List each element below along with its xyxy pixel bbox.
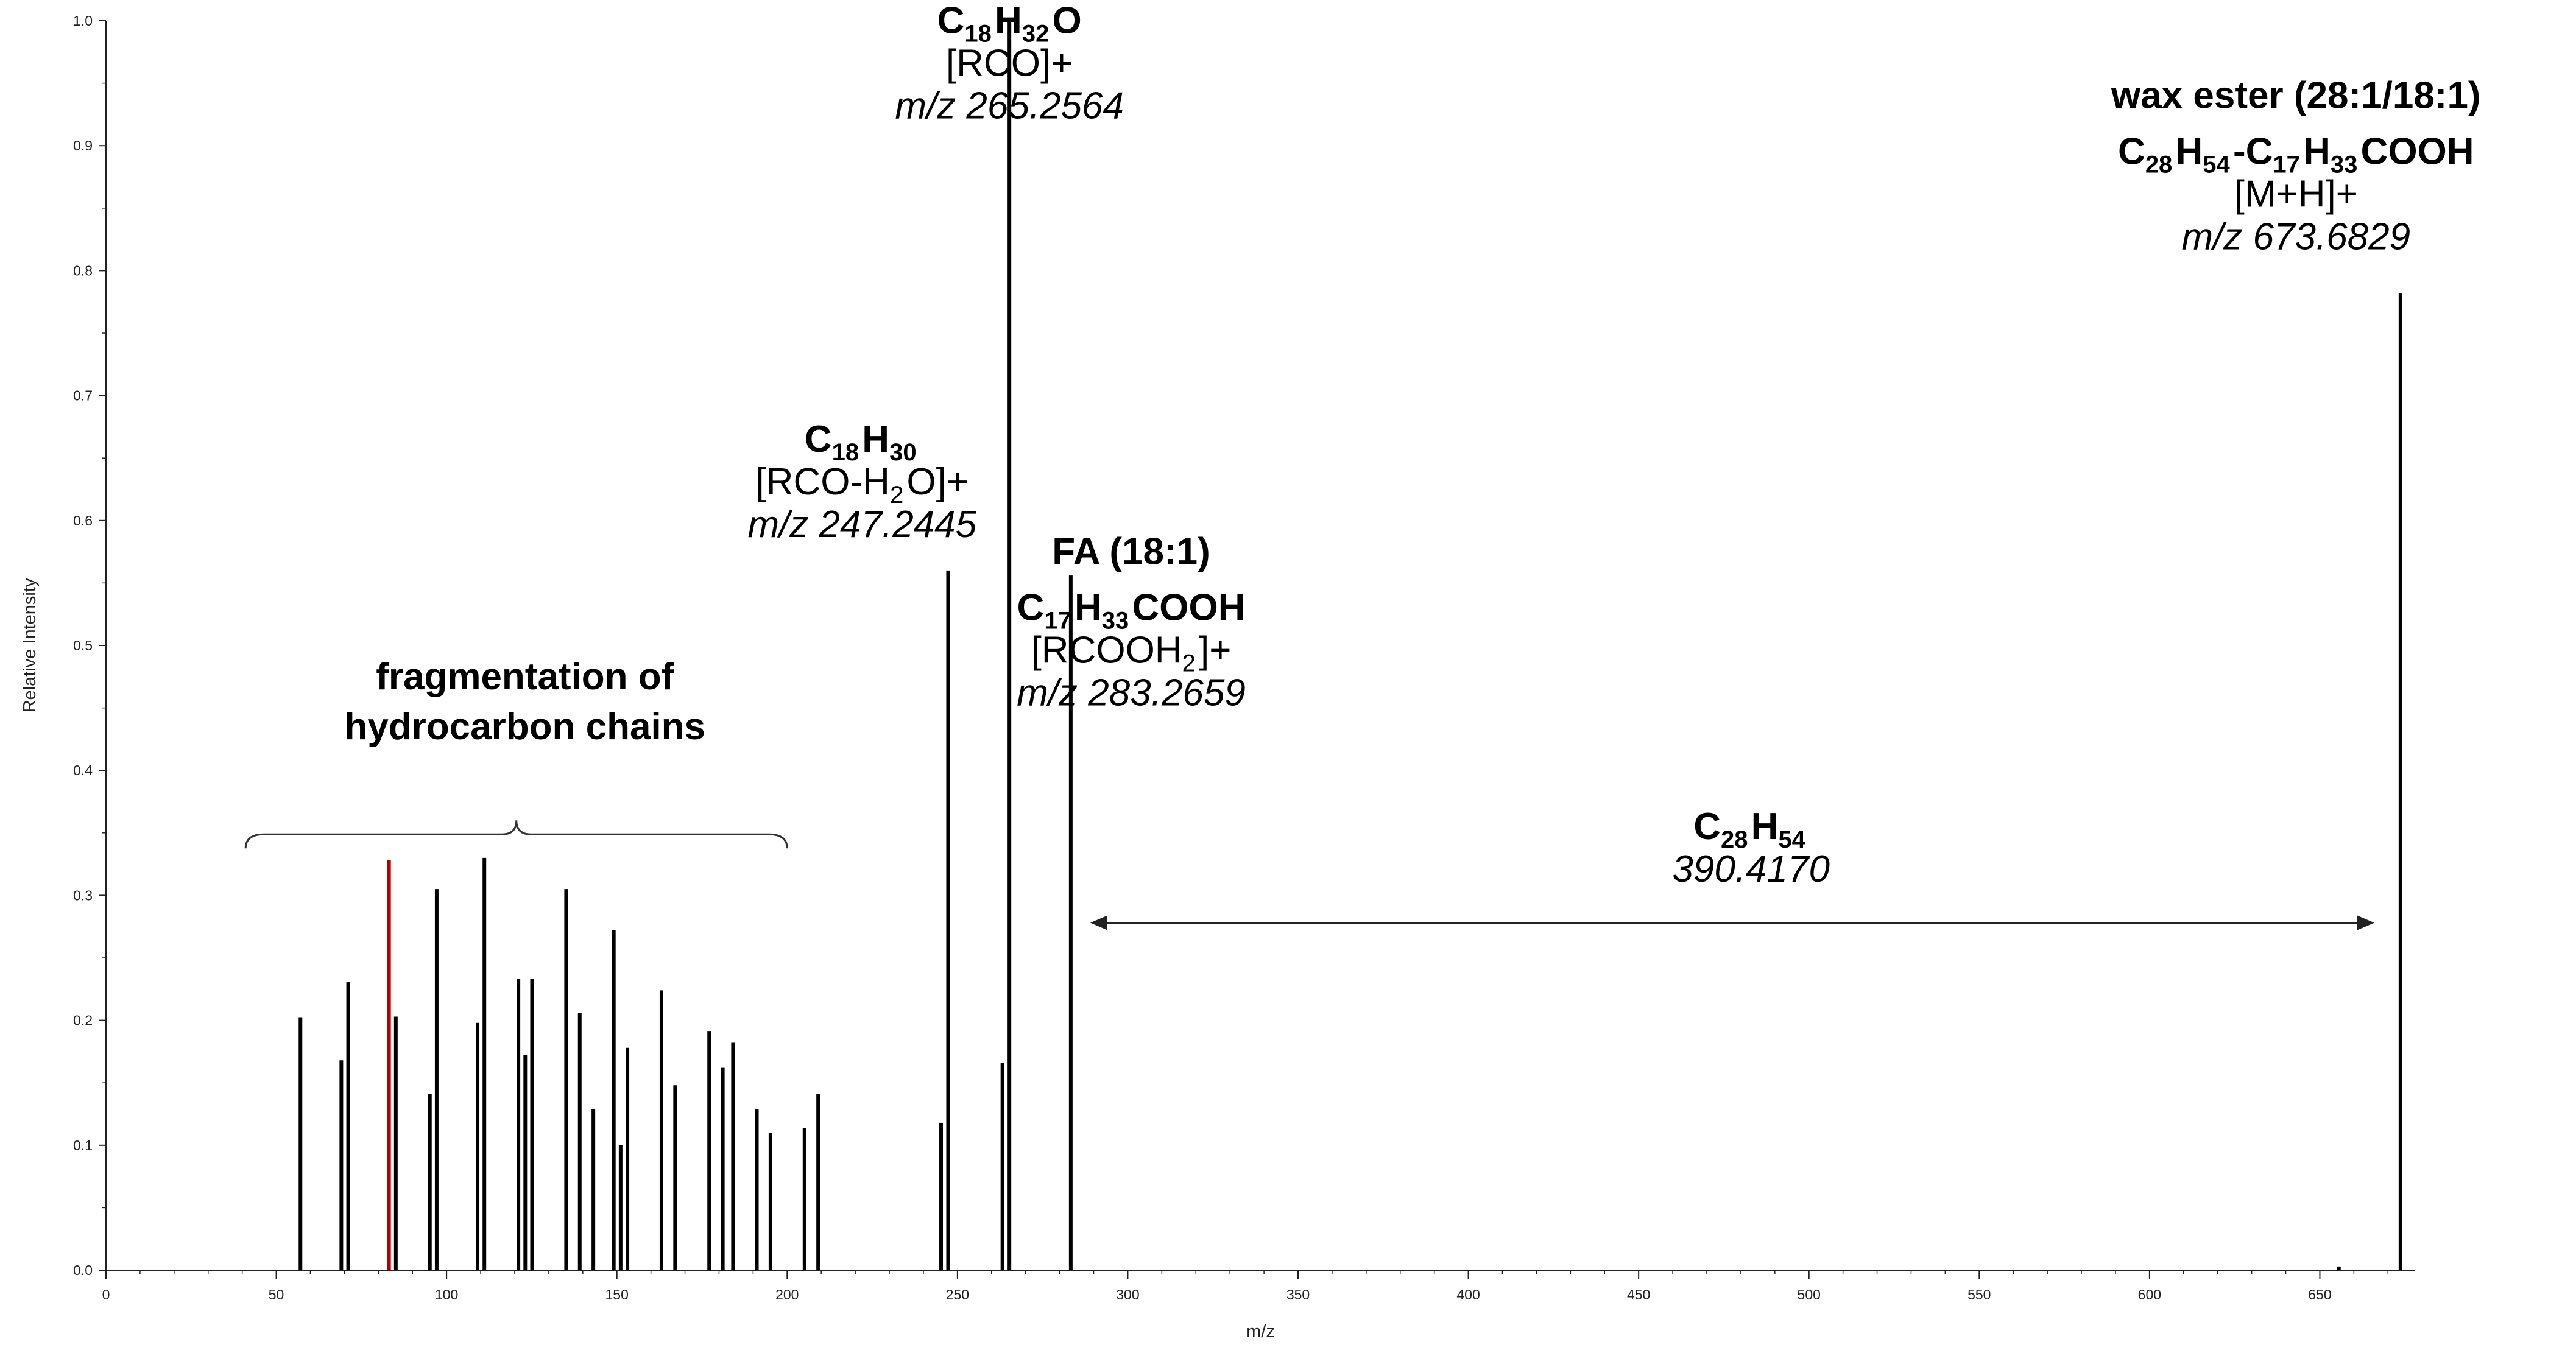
arrow-left-icon — [1090, 915, 1107, 930]
axes: 0 50 100 150 200 250 300 350 400 450 500 550 600 650 0… — [20, 13, 2415, 1341]
annotation-rco-mz: m/z 265.2564 — [895, 85, 1124, 127]
annotation-wax-ester-formula: C28 H54 -C17 H33 COOH — [2118, 131, 2474, 178]
arrow-right-icon — [2357, 915, 2374, 930]
annotation-rco-ion: [RCO]+ — [946, 43, 1073, 85]
fragmentation-label-line: hydrocarbon chains — [344, 706, 705, 748]
y-tick-label: 0.6 — [73, 513, 93, 529]
annotation-rco-h2o-ion: [RCO-H2 O]+ — [756, 461, 969, 508]
x-axis-title: m/z — [1246, 1322, 1275, 1341]
peaks — [298, 21, 2402, 1270]
annotations: C18 H32 O[RCO]+m/z 265.2564 C18 H30 [RCO-… — [244, 0, 2481, 930]
x-tick-label: 550 — [1967, 1287, 1991, 1302]
x-tick-label: 50 — [269, 1287, 284, 1302]
x-tick-label: 0 — [102, 1287, 110, 1302]
y-tick-label: 0.4 — [73, 762, 93, 778]
x-tick-label: 300 — [1116, 1287, 1139, 1302]
x-tick-label: 100 — [435, 1287, 458, 1302]
y-tick-label: 0.2 — [73, 1013, 93, 1028]
y-tick-label: 0.3 — [73, 887, 93, 903]
loss-value: 390.4170 — [1672, 848, 1830, 890]
x-tick-label: 600 — [2138, 1287, 2161, 1302]
y-tick-label: 0.1 — [73, 1137, 93, 1153]
annotation-rco-h2o-formula: C18 H30 — [805, 418, 920, 466]
annotation-wax-ester-mz: m/z 673.6829 — [2181, 216, 2410, 258]
fragmentation-label-line: fragmentation of — [376, 656, 674, 698]
annotation-rco-h2o-mz: m/z 247.2445 — [747, 504, 976, 546]
x-tick-label: 650 — [2308, 1287, 2331, 1302]
y-tick-label: 0.0 — [73, 1262, 93, 1278]
y-tick-label: 0.9 — [73, 138, 93, 153]
annotation-fa-formula: C17 H33 COOH — [1017, 587, 1246, 634]
x-tick-label: 250 — [946, 1287, 969, 1302]
x-tick-label: 350 — [1286, 1287, 1310, 1302]
y-tick-label: 0.8 — [73, 262, 93, 278]
annotation-fa-mz: m/z 283.2659 — [1017, 672, 1246, 714]
x-tick-label: 400 — [1456, 1287, 1480, 1302]
y-tick-label: 0.5 — [73, 638, 93, 653]
y-tick-label: 0.7 — [73, 388, 93, 404]
y-axis-title: Relative Intensity — [20, 578, 40, 712]
x-tick-label: 450 — [1627, 1287, 1650, 1302]
x-tick-label: 500 — [1798, 1287, 1821, 1302]
y-tick-label: 1.0 — [73, 13, 93, 29]
annotation-rco-formula: C18 H32 O — [937, 0, 1082, 47]
x-tick-label: 150 — [605, 1287, 629, 1302]
annotation-fa-label: FA (18:1) — [1052, 531, 1210, 573]
annotation-fa-ion: [RCOOH2 ]+ — [1031, 630, 1232, 677]
x-tick-label: 200 — [775, 1287, 799, 1302]
annotation-wax-ester-label: wax ester (28:1/18:1) — [2111, 75, 2481, 117]
annotation-wax-ester-ion: [M+H]+ — [2234, 174, 2358, 216]
fragmentation-brace — [244, 820, 788, 849]
loss-formula: C28 H54 — [1693, 806, 1808, 853]
